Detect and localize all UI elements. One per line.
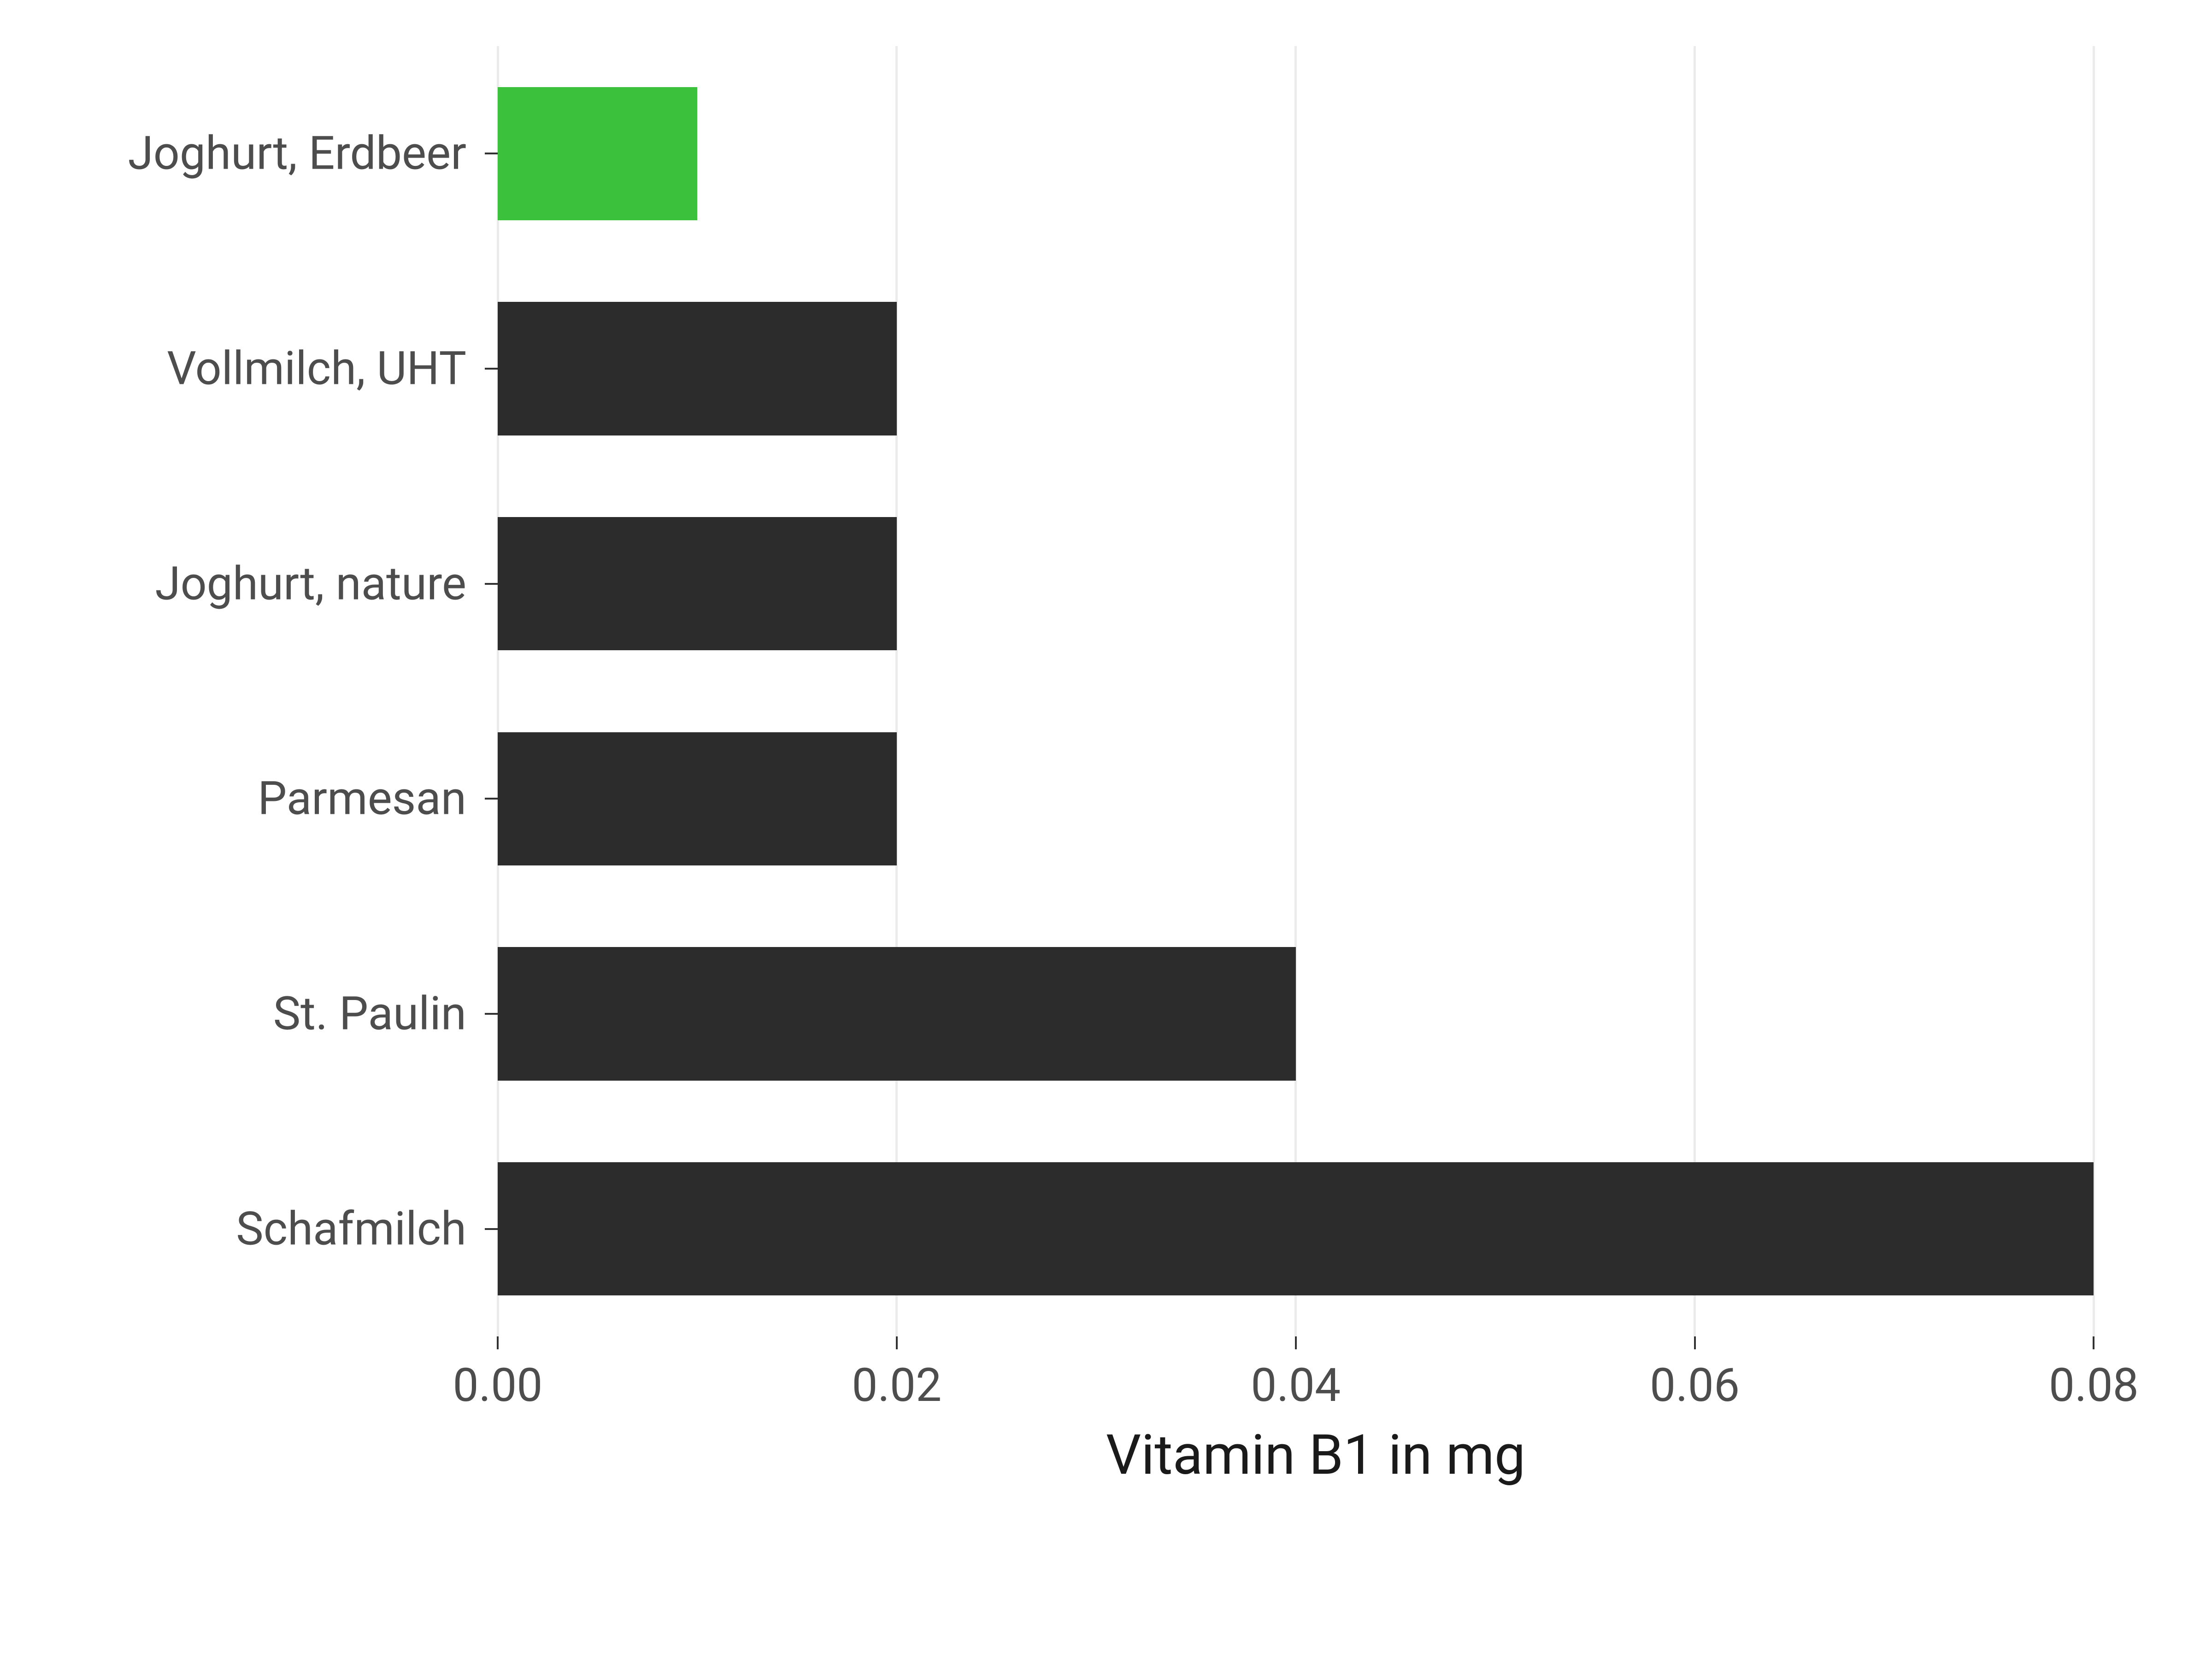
gridline-x	[497, 46, 499, 1336]
y-tick	[485, 153, 498, 154]
gridline-x	[1294, 46, 1297, 1336]
bar	[498, 87, 697, 220]
x-tick	[497, 1336, 499, 1349]
bar-chart: Joghurt, Erdbeer Vollmilch, UHT Joghurt, n…	[0, 0, 2212, 1659]
x-tick	[896, 1336, 898, 1349]
y-axis-label: St. Paulin	[0, 987, 466, 1041]
x-axis-label: 0.02	[852, 1359, 941, 1412]
x-axis-label: 0.08	[2049, 1359, 2139, 1412]
bar	[498, 517, 897, 650]
bar	[498, 302, 897, 435]
x-tick	[2093, 1336, 2094, 1349]
y-tick	[485, 368, 498, 370]
x-tick	[1694, 1336, 1696, 1349]
y-axis-label: Vollmilch, UHT	[0, 342, 466, 396]
y-tick	[485, 583, 498, 585]
gridline-x	[895, 46, 898, 1336]
x-tick	[1295, 1336, 1297, 1349]
y-tick	[485, 1013, 498, 1015]
gridline-x	[2093, 46, 2095, 1336]
bar	[498, 732, 897, 865]
bar	[498, 947, 1296, 1080]
x-axis-label: 0.04	[1251, 1359, 1341, 1412]
y-axis-label: Parmesan	[0, 772, 466, 826]
y-tick	[485, 1228, 498, 1230]
x-axis-label: 0.00	[453, 1359, 543, 1412]
bar	[498, 1162, 2094, 1295]
y-axis-label: Schafmilch	[0, 1202, 466, 1256]
x-axis-label: 0.06	[1650, 1359, 1740, 1412]
gridline-x	[1694, 46, 1696, 1336]
y-tick	[485, 798, 498, 800]
y-axis-label: Joghurt, Erdbeer	[0, 127, 466, 181]
x-axis-title: Vitamin B1 in mg	[1106, 1423, 1525, 1488]
y-axis-label: Joghurt, nature	[0, 557, 466, 611]
plot-panel	[498, 46, 2134, 1336]
